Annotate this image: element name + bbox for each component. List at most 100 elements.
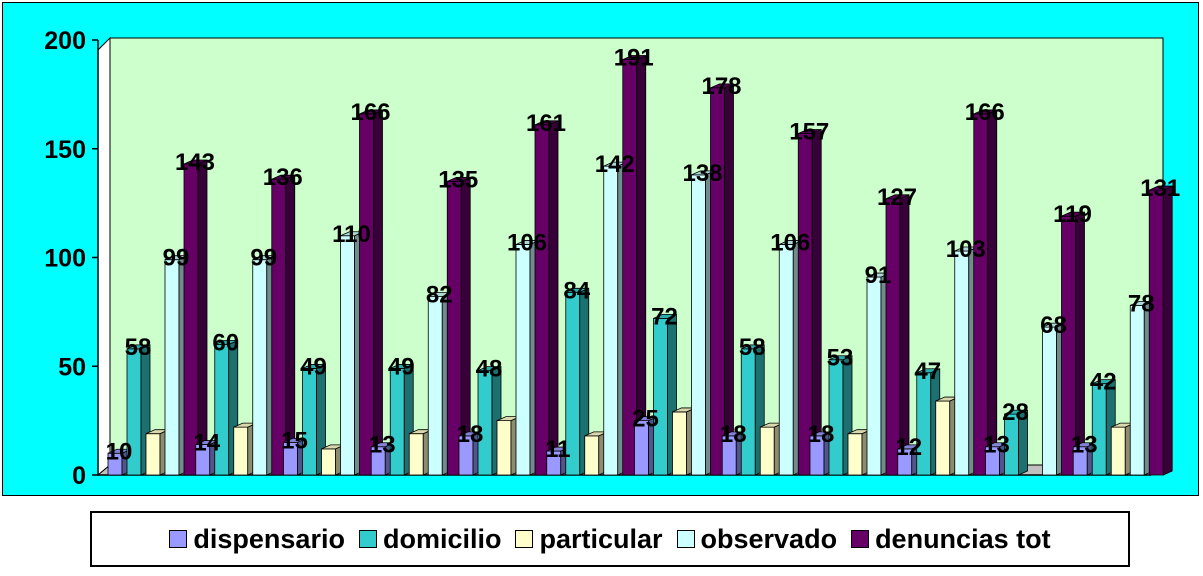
bar-denuncias-tot — [710, 87, 725, 476]
legend-swatch — [358, 530, 377, 548]
bar-particular — [1110, 426, 1126, 476]
bar-observado — [1129, 304, 1145, 476]
bar-top — [183, 159, 208, 165]
bar-side — [987, 109, 998, 476]
data-label: 99 — [163, 245, 190, 272]
data-label: 10 — [106, 438, 133, 465]
data-label: 178 — [701, 73, 741, 100]
bar-domicilio — [740, 348, 756, 476]
bar-top — [447, 176, 471, 182]
bar-top — [973, 109, 997, 115]
bar-observado — [866, 276, 882, 476]
data-label: 13 — [1071, 432, 1098, 459]
data-label: 191 — [614, 45, 654, 72]
data-label: 49 — [388, 353, 415, 380]
bar-observado — [252, 259, 268, 476]
data-label: 110 — [332, 221, 371, 248]
y-tick-label: 200 — [44, 27, 86, 55]
data-label: 53 — [827, 345, 854, 372]
bar-observado — [1042, 326, 1057, 476]
legend-swatch — [676, 530, 695, 548]
data-label: 135 — [438, 166, 478, 193]
data-label: 18 — [808, 421, 835, 448]
legend-item: denuncias tot — [851, 524, 1051, 555]
bar-top — [1092, 379, 1116, 385]
bar-top — [302, 364, 326, 369]
data-label: 82 — [426, 282, 453, 309]
data-label: 157 — [789, 119, 829, 146]
bar-side — [1162, 185, 1173, 476]
data-label: 136 — [263, 164, 303, 191]
data-label: 161 — [526, 110, 566, 137]
bar-top — [710, 83, 734, 89]
bar-denuncias-tot — [534, 124, 550, 476]
bar-top — [622, 55, 646, 60]
data-label: 13 — [983, 432, 1010, 459]
data-label: 58 — [125, 334, 152, 361]
data-label: 78 — [1128, 290, 1155, 317]
bar-observado — [778, 244, 794, 476]
data-label: 49 — [300, 353, 327, 380]
bar-side — [373, 109, 383, 476]
data-label: 11 — [545, 436, 570, 463]
data-label: 28 — [1002, 399, 1029, 426]
bar-side — [548, 120, 559, 476]
bar-observado — [603, 165, 619, 476]
bar-top — [534, 120, 559, 126]
bar-top — [1061, 211, 1085, 217]
bar-denuncias-tot — [183, 163, 199, 476]
bar-observado — [691, 174, 706, 476]
bar-top — [916, 368, 940, 374]
data-label: 14 — [193, 430, 220, 457]
bar-particular — [759, 426, 775, 476]
data-label: 25 — [632, 406, 659, 433]
data-label: 13 — [369, 432, 396, 459]
bar-domicilio — [1091, 383, 1107, 476]
y-tick-label: 150 — [44, 136, 86, 164]
data-label: 142 — [595, 151, 635, 178]
bar-particular — [233, 426, 249, 476]
y-tick-label: 0 — [72, 462, 86, 490]
bar-denuncias-tot — [973, 113, 989, 476]
data-label: 72 — [651, 303, 678, 330]
data-label: 106 — [770, 229, 810, 256]
y-tick-label: 50 — [58, 353, 86, 381]
y-tick-label: 100 — [44, 245, 86, 273]
bar-top — [885, 194, 910, 200]
bar-observado — [340, 235, 355, 476]
bar-observado — [427, 296, 443, 476]
data-label: 91 — [865, 262, 892, 289]
bar-observado — [164, 259, 180, 476]
data-label: 47 — [914, 358, 941, 385]
legend: dispensario domicilio particular observado d… — [90, 511, 1130, 567]
legend-label: observado — [700, 523, 838, 554]
plot-side-wall — [97, 36, 111, 477]
data-label: 18 — [720, 421, 747, 448]
bar-observado — [954, 250, 970, 476]
bar-top — [1149, 185, 1173, 191]
bar-domicilio — [302, 368, 317, 476]
bar-particular — [847, 433, 863, 476]
bar-top — [359, 109, 383, 115]
data-label: 15 — [281, 427, 308, 454]
data-label: 143 — [175, 149, 215, 176]
bar-top — [565, 287, 589, 293]
bar-top — [828, 355, 853, 361]
data-label: 119 — [1053, 201, 1092, 228]
bar-top — [477, 366, 502, 372]
bar-top — [271, 174, 295, 180]
legend-item: domicilio — [358, 524, 501, 555]
legend-item: particular — [515, 524, 663, 555]
data-label: 68 — [1040, 312, 1067, 339]
legend-swatch — [515, 530, 534, 548]
bar-particular — [496, 420, 512, 476]
bar-top — [214, 340, 238, 345]
data-label: 12 — [895, 434, 922, 461]
data-label: 99 — [250, 245, 277, 272]
bar-top — [1004, 409, 1028, 415]
legend-swatch — [169, 530, 188, 548]
bar-denuncias-tot — [1148, 189, 1164, 476]
bar-side — [724, 83, 734, 476]
data-label: 48 — [476, 356, 503, 383]
bar-particular — [935, 400, 951, 476]
